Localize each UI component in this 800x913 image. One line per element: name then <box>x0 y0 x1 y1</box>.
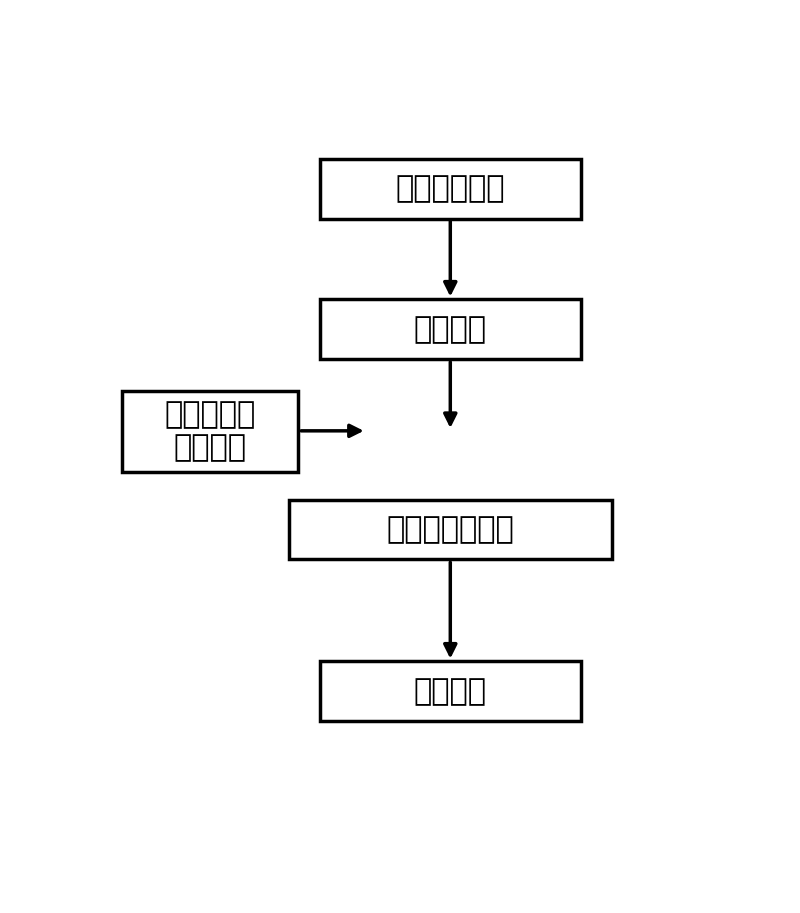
Bar <box>320 159 581 218</box>
Text: 计算储层孔隙度: 计算储层孔隙度 <box>386 515 514 544</box>
Text: 钒时信息采集: 钒时信息采集 <box>395 174 505 204</box>
Text: 区域性解释
参数选择: 区域性解释 参数选择 <box>165 400 256 463</box>
Bar <box>289 499 611 560</box>
Bar <box>320 299 581 359</box>
Bar <box>320 661 581 721</box>
Text: 成果输出: 成果输出 <box>414 677 486 706</box>
Text: 钒时信息: 钒时信息 <box>414 315 486 344</box>
Bar <box>122 391 298 472</box>
